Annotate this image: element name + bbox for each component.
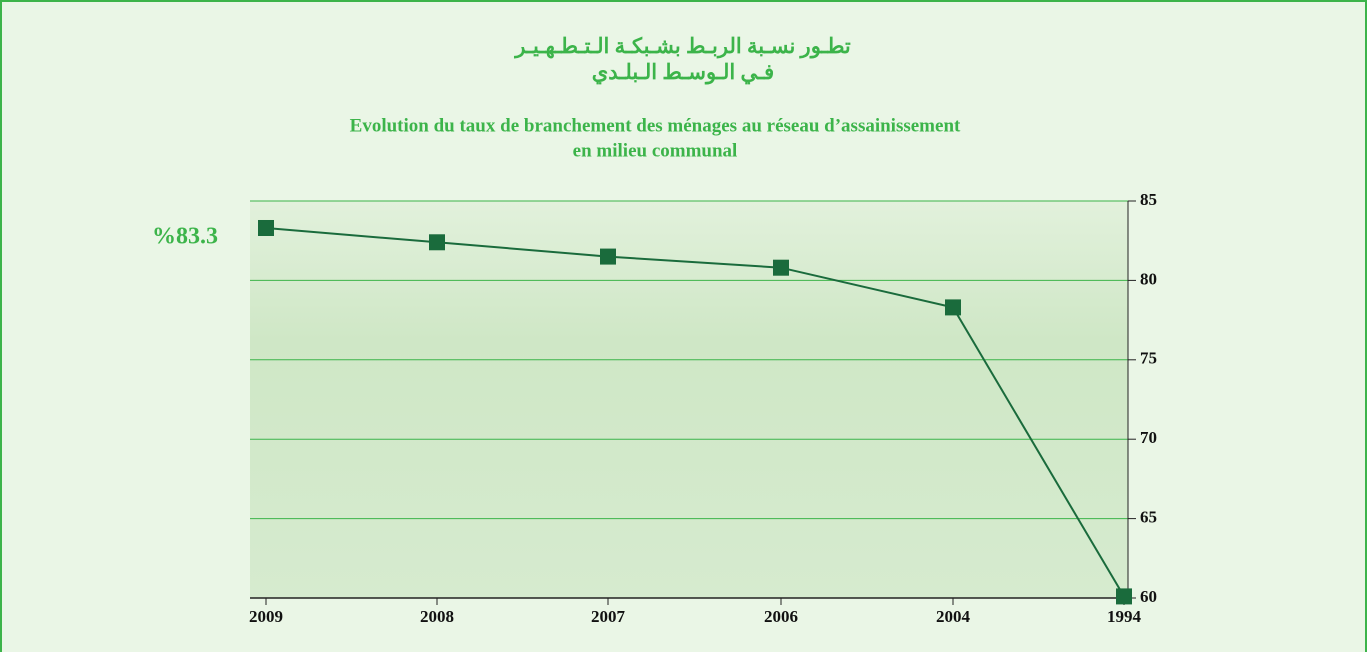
title-ar-2: فـي الـوسـط الـبلـدي	[592, 60, 774, 85]
subtitle-1: Evolution du taux de branchement des mén…	[350, 115, 961, 136]
title-ar-1: تطـور نسـبة الربـط بشـبكـة الـتـطـهـيـر	[513, 34, 851, 59]
subtitle-2: en milieu communal	[573, 140, 738, 161]
marker	[773, 259, 789, 276]
series-line	[265, 226, 1125, 597]
plot-background	[250, 201, 1128, 598]
y-tick-label: 60	[1140, 587, 1157, 606]
x-tick-label: 2007	[591, 607, 626, 626]
y-tick-label: 85	[1140, 190, 1157, 209]
marker	[600, 248, 616, 265]
x-tick-label: 2008	[420, 607, 454, 626]
y-tick-label: 80	[1140, 269, 1157, 288]
y-tick-label: 65	[1140, 508, 1157, 527]
marker	[1116, 588, 1132, 605]
x-tick-label: 2009	[249, 607, 283, 626]
x-tick-label: 2004	[936, 607, 971, 626]
marker	[945, 299, 961, 316]
y-tick-label: 70	[1140, 428, 1157, 447]
x-tick-label: 1994	[1107, 607, 1142, 626]
y-tick-label: 75	[1140, 349, 1157, 368]
marker	[429, 234, 445, 251]
x-tick-label: 2006	[764, 607, 798, 626]
marker	[258, 219, 274, 236]
value-label: %83.3	[152, 223, 218, 249]
